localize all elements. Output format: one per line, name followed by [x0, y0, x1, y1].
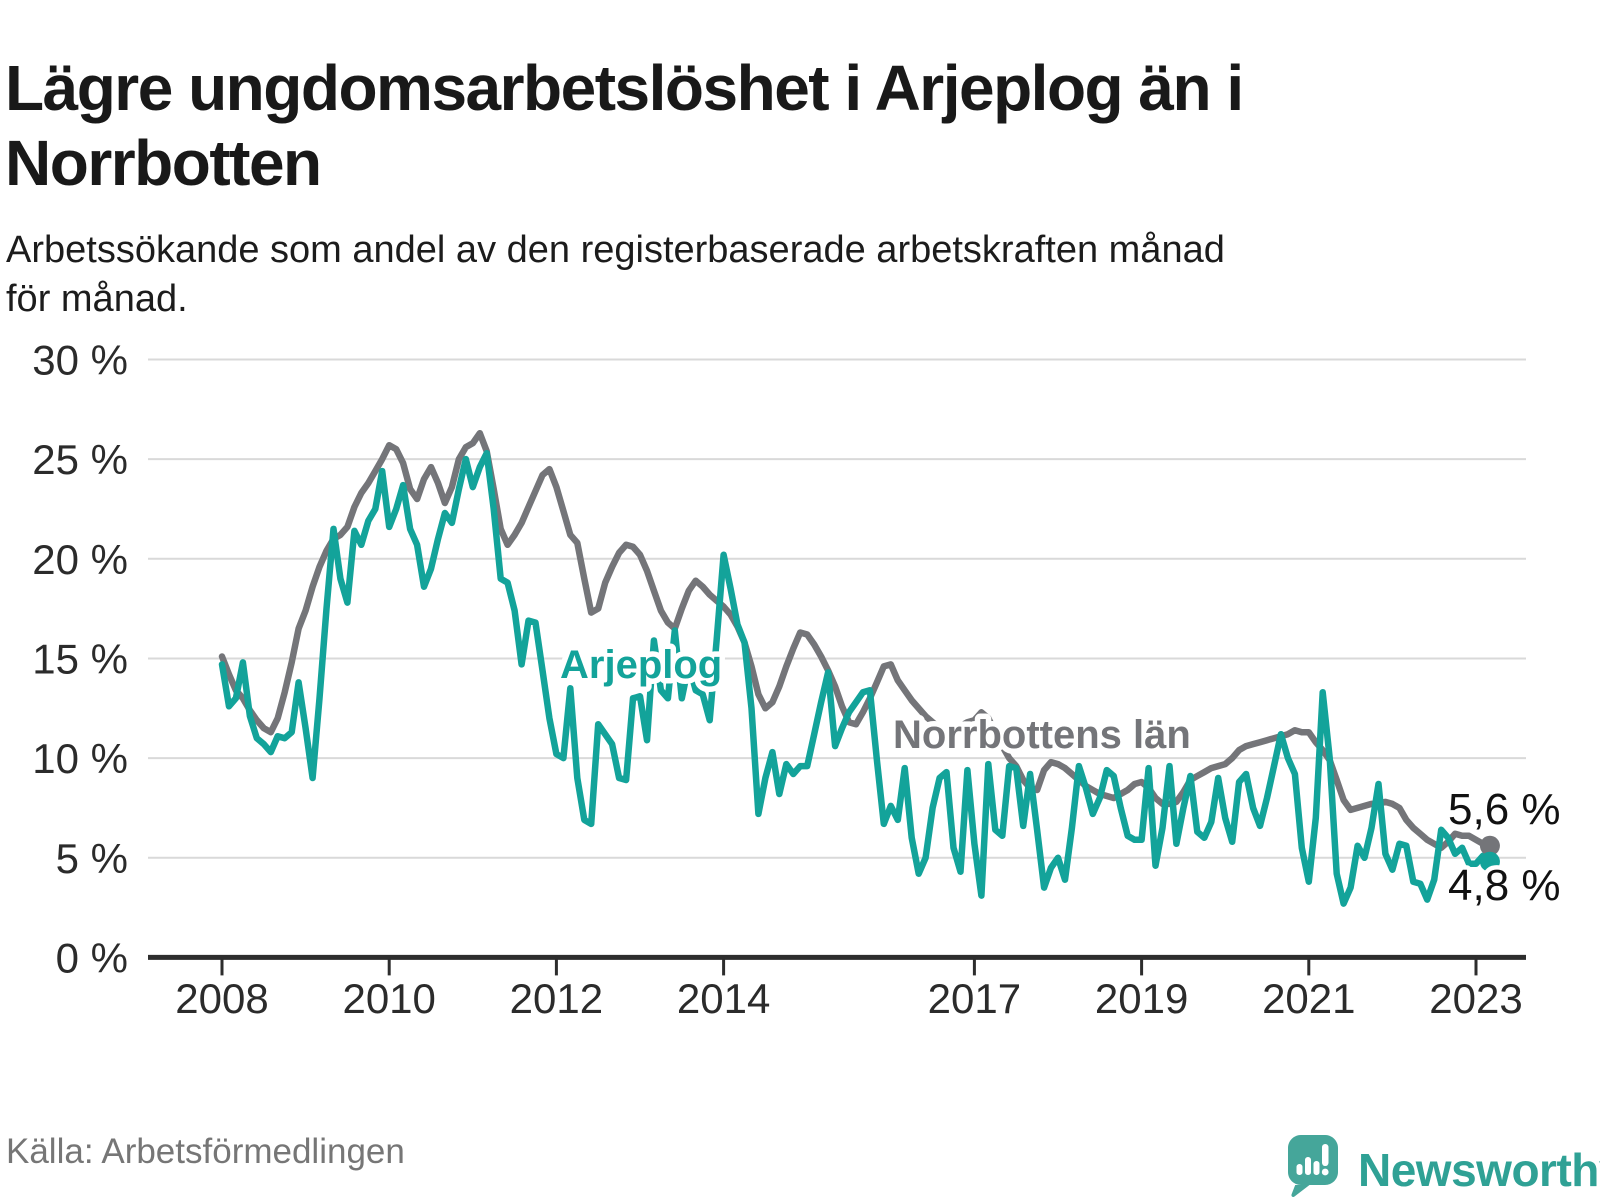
end-value-label-norrbottens-l-n: 5,6 % [1448, 785, 1561, 834]
x-axis-label-2008: 2008 [175, 975, 268, 1022]
page-title: Lägre ungdomsarbetslöshet i Arjeplog än … [5, 51, 1525, 201]
x-axis-label-2010: 2010 [342, 975, 435, 1022]
series-label-norrbottens-l-n: Norrbottens län [893, 713, 1191, 757]
y-axis-label-30: 30 % [32, 337, 128, 384]
source-note: Källa: Arbetsförmedlingen [6, 1132, 405, 1171]
y-axis-label-0: 0 % [56, 934, 128, 981]
x-axis-label-2023: 2023 [1429, 975, 1522, 1022]
end-dot-norrbottens-l-n [1479, 835, 1500, 856]
x-axis-label-2019: 2019 [1095, 975, 1188, 1022]
newsworthy-logo-text: Newsworthy [1358, 1144, 1600, 1196]
y-axis-label-25: 25 % [32, 436, 128, 483]
x-axis-label-2017: 2017 [928, 975, 1021, 1022]
y-axis-label-5: 5 % [56, 835, 128, 882]
x-axis-label-2021: 2021 [1262, 975, 1355, 1022]
y-axis-label-20: 20 % [32, 536, 128, 583]
end-dot-arjeplog [1479, 851, 1500, 872]
subtitle-line-2: för månad. [6, 278, 188, 321]
subtitle-line-1: Arbetssökande som andel av den registerb… [6, 229, 1225, 271]
newsworthy-pin-chart-icon [1288, 1135, 1338, 1197]
subtitle: Arbetssökande som andel av den registerb… [6, 226, 1566, 325]
series-label-arjeplog: Arjeplog [560, 643, 722, 687]
end-value-label-arjeplog: 4,8 % [1448, 861, 1561, 910]
series-line-norrbottens-l-n [218, 429, 1494, 852]
x-axis-label-2014: 2014 [677, 975, 770, 1022]
title-line-1: Lägre ungdomsarbetslöshet i Arjeplog än … [5, 51, 1244, 124]
series-line-arjeplog [218, 449, 1494, 907]
title-line-2: Norrbotten [5, 126, 322, 199]
newsworthy-logo: Newsworthy [1288, 1135, 1600, 1200]
y-axis-label-15: 15 % [32, 635, 128, 682]
y-axis-label-10: 10 % [32, 735, 128, 782]
x-axis-label-2012: 2012 [510, 975, 603, 1022]
